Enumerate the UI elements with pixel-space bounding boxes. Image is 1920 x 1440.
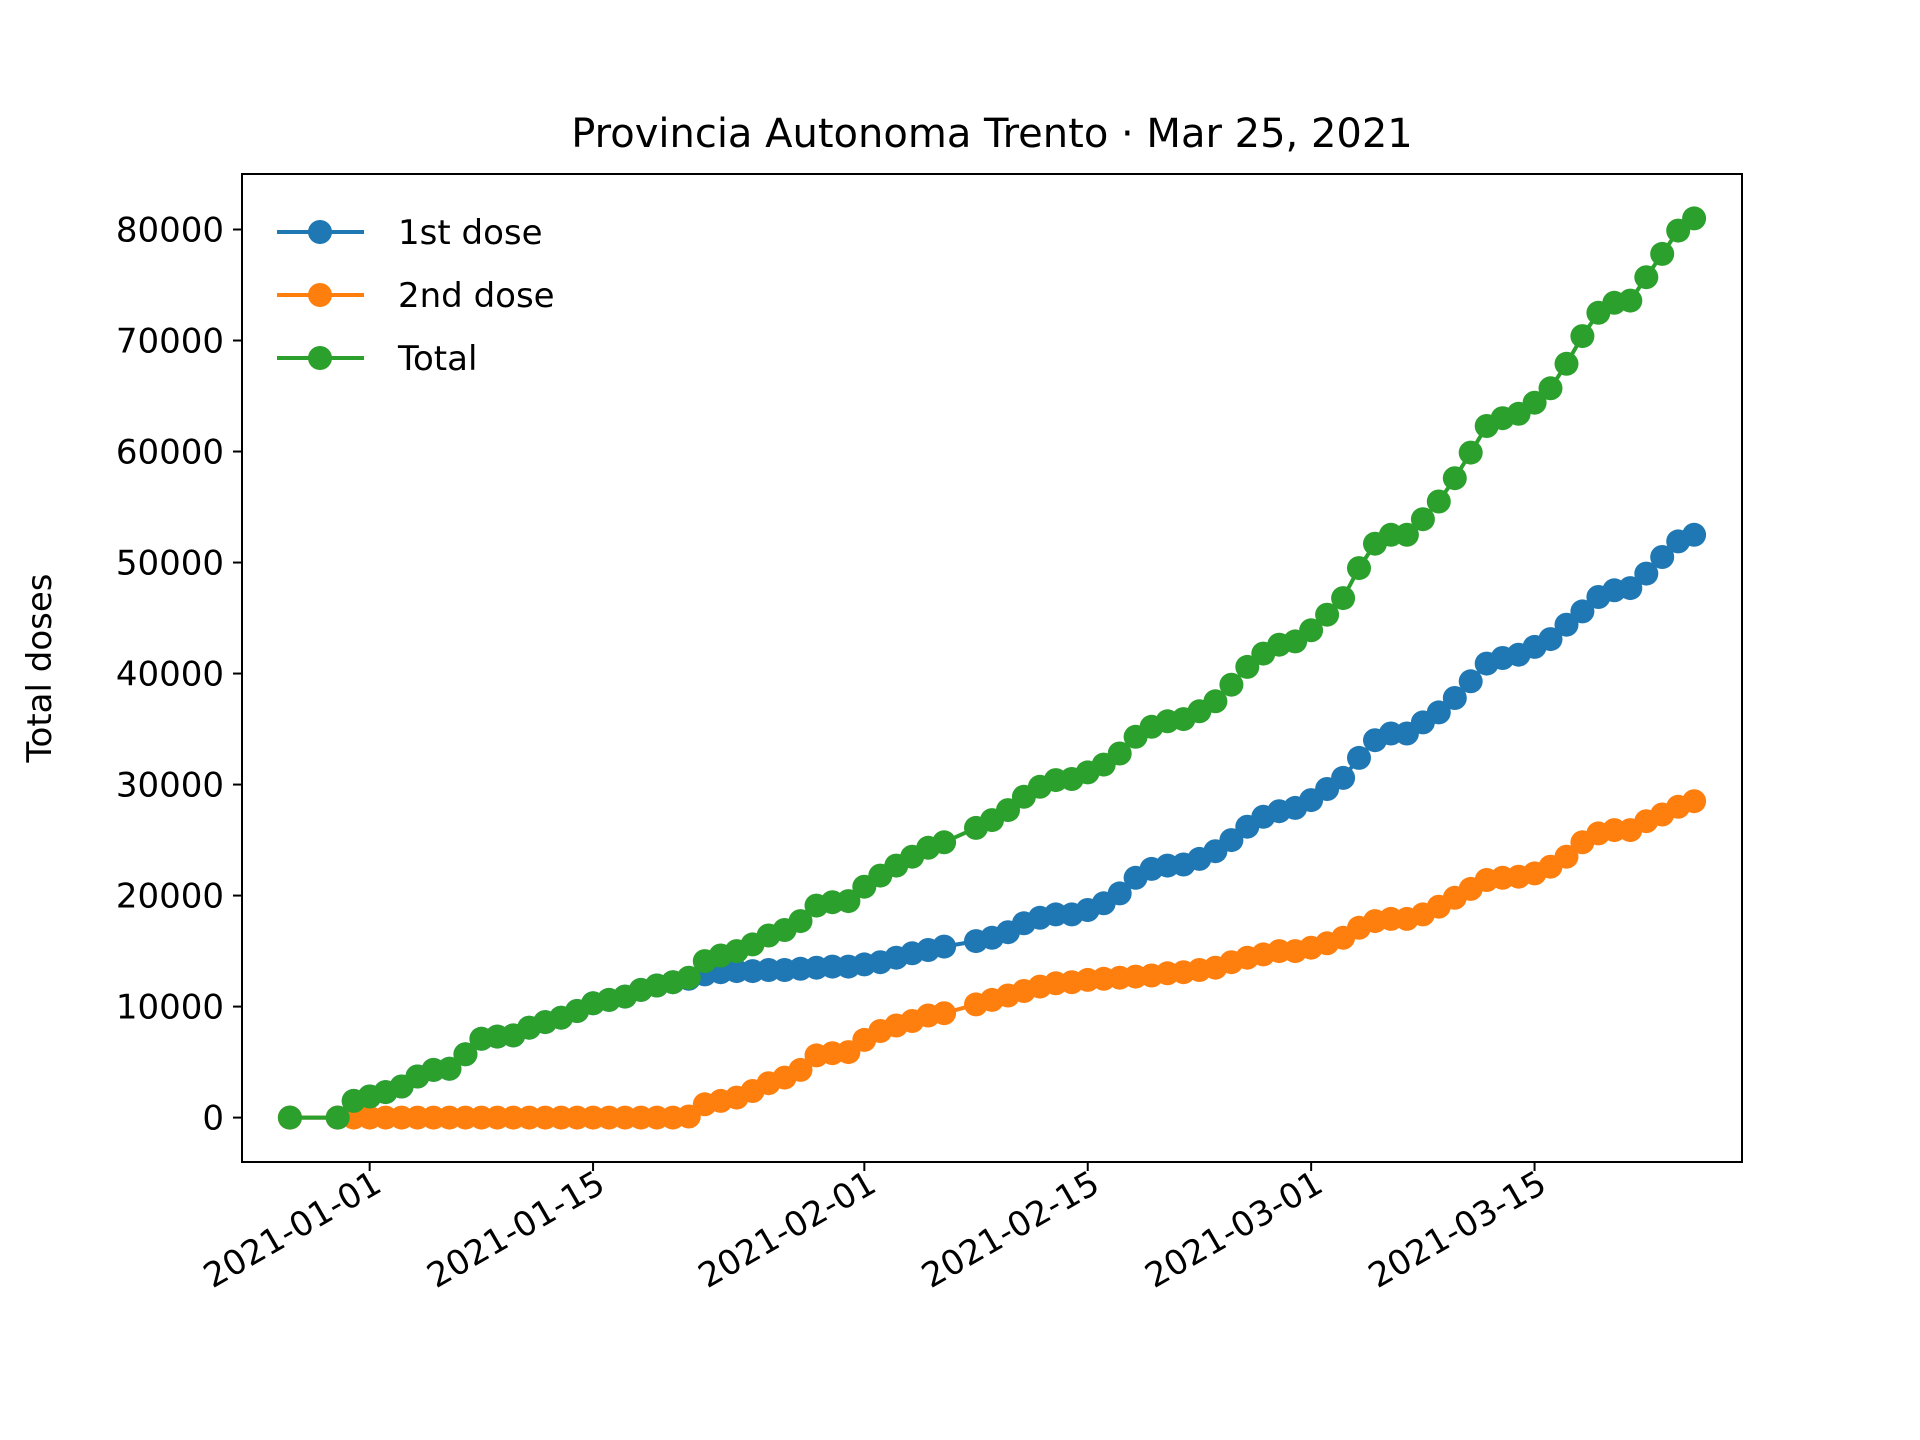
data-point [1538, 376, 1563, 401]
data-point [1235, 654, 1260, 679]
data-point [437, 1056, 462, 1081]
data-point [1347, 745, 1371, 770]
y-axis-label: Total doses [20, 574, 60, 764]
legend-label: 1st dose [398, 213, 543, 253]
data-point [1458, 440, 1483, 465]
data-point [1522, 390, 1547, 415]
data-point [1219, 672, 1244, 697]
data-point [836, 889, 861, 914]
data-point [1682, 206, 1707, 231]
data-point [1682, 522, 1707, 547]
data-point [1650, 545, 1675, 569]
data-point [1458, 669, 1483, 694]
data-point [1315, 602, 1340, 627]
data-point [277, 1105, 302, 1130]
data-point [1634, 265, 1659, 290]
data-point [1570, 599, 1595, 624]
data-point [788, 1057, 813, 1082]
data-point [932, 830, 957, 855]
data-point [676, 965, 701, 990]
data-point [1618, 576, 1643, 601]
legend-swatch-marker [308, 346, 332, 370]
y-tick-label: 40000 [116, 655, 224, 695]
data-point [1394, 522, 1419, 547]
data-point [788, 909, 813, 934]
data-point [1107, 881, 1132, 906]
data-point [1618, 288, 1643, 313]
y-tick-label: 60000 [116, 433, 224, 473]
data-point [1650, 241, 1675, 266]
y-tick-label: 80000 [116, 211, 224, 251]
series-layer [277, 206, 1707, 1130]
data-point [1682, 789, 1707, 814]
legend: 1st dose 2nd dose Total [277, 213, 555, 379]
y-axis-ticks: 0 10000 20000 30000 40000 50000 60000 70000 8000… [116, 211, 242, 1139]
data-point [1426, 489, 1451, 514]
y-tick-label: 10000 [116, 988, 224, 1028]
data-point [1554, 612, 1579, 637]
data-point [1554, 844, 1579, 869]
y-tick-label: 20000 [116, 877, 224, 917]
data-point [325, 1105, 350, 1130]
data-point [1538, 627, 1563, 652]
legend-label: Total [397, 339, 477, 379]
data-point [1299, 618, 1324, 643]
legend-item: 1st dose [277, 213, 543, 253]
data-point [996, 798, 1020, 823]
chart-title: Provincia Autonoma Trento · Mar 25, 2021 [571, 111, 1413, 157]
plot-area-frame [241, 173, 1743, 1163]
series-total [277, 206, 1707, 1130]
y-tick-label: 30000 [116, 766, 224, 806]
data-point [1203, 689, 1228, 714]
y-tick-label: 0 [202, 1099, 224, 1139]
y-tick-label: 70000 [116, 322, 224, 362]
data-point [1442, 466, 1467, 491]
data-point [1410, 507, 1435, 532]
data-point [1554, 351, 1579, 376]
legend-item: 2nd dose [277, 276, 555, 316]
data-point [1570, 324, 1595, 349]
legend-item: Total [277, 339, 477, 379]
legend-swatch-marker [308, 283, 332, 307]
data-point [1347, 556, 1371, 581]
data-point [1219, 828, 1244, 853]
data-point [1426, 700, 1451, 725]
data-point [1331, 765, 1356, 790]
data-point [453, 1042, 478, 1067]
legend-swatch-marker [308, 220, 332, 244]
data-point [1331, 586, 1356, 611]
legend-label: 2nd dose [398, 276, 555, 316]
data-point [932, 1001, 957, 1026]
data-point [1107, 741, 1132, 766]
y-tick-label: 50000 [116, 544, 224, 584]
data-point [932, 934, 957, 959]
data-point [1634, 561, 1659, 586]
data-point [1442, 686, 1467, 710]
